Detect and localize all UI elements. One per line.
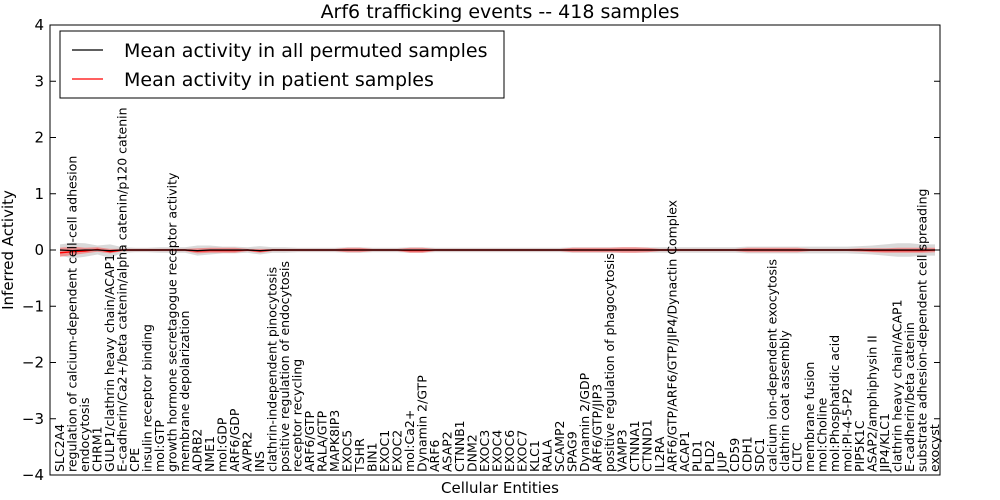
x-tick-label: ACAP1	[677, 431, 692, 472]
x-tick-label: regulation of calcium-dependent cell-cel…	[65, 156, 80, 472]
x-tick-label: calcium ion-dependent exocytosis	[765, 259, 780, 472]
x-tick-label: endocytosis	[77, 397, 92, 472]
x-tick-label: VAMP3	[615, 429, 630, 472]
x-tick-label: ARF6	[427, 440, 442, 472]
x-tick-label: mol:Choline	[815, 397, 830, 472]
x-tick-label: SCAMP2	[552, 421, 567, 473]
legend-box	[59, 30, 505, 99]
legend: Mean activity in all permuted samples Me…	[59, 30, 505, 99]
x-tick-label: CD59	[727, 438, 742, 472]
x-tick-label: ARF6/GTP	[302, 411, 317, 472]
x-tick-label: insulin receptor binding	[140, 324, 155, 472]
x-tick-label: AVPR2	[240, 432, 255, 472]
x-tick-label: PLD2	[702, 440, 717, 472]
x-tick-label: clathrin heavy chain/ACAP1	[890, 299, 905, 472]
x-tick-label: clathrin coat assembly	[777, 330, 792, 472]
line-permuted	[59, 249, 935, 252]
x-tick-label: CTNNA1	[627, 420, 642, 472]
x-tick-label: INS	[252, 451, 267, 472]
x-tick-label: positive regulation of phagocytosis	[602, 253, 617, 472]
y-tick-label: 2	[34, 129, 44, 147]
x-tick-label: GULP1/clathrin heavy chain/ACAP1	[102, 254, 117, 472]
x-tick-label: EXOC7	[515, 430, 530, 472]
x-tick-label: ARF6/GDP	[227, 408, 242, 472]
x-tick-label: substrate adhesion-dependent cell spread…	[915, 189, 930, 472]
legend-label-permuted: Mean activity in all permuted samples	[124, 40, 487, 62]
y-tick-label: 4	[34, 16, 44, 34]
x-tick-label: positive regulation of endocytosis	[277, 261, 292, 472]
x-tick-label: CPE	[127, 448, 142, 472]
x-tick-label: growth hormone secretagogue receptor act…	[165, 172, 180, 472]
x-tick-label: IL2RA	[652, 436, 667, 472]
chart-title: Arf6 trafficking events -- 418 samples	[321, 1, 680, 23]
x-tick-label: CTNNB1	[452, 420, 467, 472]
x-tick-label: receptor recycling	[290, 359, 305, 472]
x-tick-label: DNM2	[465, 434, 480, 472]
x-tick-label: exocyst	[927, 424, 942, 472]
x-tick-label: CTNND1	[640, 419, 655, 472]
x-tick-label: EXOC2	[390, 430, 405, 472]
x-tick-label: clathrin-independent pinocytosis	[265, 267, 280, 472]
x-tick-label: ASAP2/amphiphysin II	[865, 335, 880, 472]
legend-label-patient: Mean activity in patient samples	[124, 69, 434, 91]
series-lines	[59, 248, 936, 254]
y-tick-label: 3	[34, 72, 44, 90]
x-tick-label: Dynamin 2/GDP	[577, 372, 592, 472]
y-tick-label: −4	[22, 466, 44, 484]
x-tick-label: SDC1	[752, 438, 767, 472]
x-tick-label: NME1	[202, 436, 217, 472]
x-tick-label: JUP	[715, 451, 730, 473]
x-tick-label: EXOC4	[490, 430, 505, 472]
x-tick-label: mol:Ca2+	[402, 410, 417, 472]
x-tick-label: TSHR	[352, 438, 367, 473]
y-axis: −4 −3 −2 −1 0 1 2 3 4	[22, 16, 940, 484]
x-tick-label: membrane fusion	[802, 362, 817, 472]
x-tick-label: BIN1	[365, 442, 380, 472]
x-tick-label: PLD1	[690, 440, 705, 472]
x-tick-label: Dynamin 2/GTP	[415, 375, 430, 472]
x-axis-label: Cellular Entities	[441, 479, 559, 497]
y-tick-label: −2	[22, 354, 44, 372]
x-tick-label: ADRB2	[190, 429, 205, 472]
x-tick-label: ARF6/GTP/JIP3	[590, 384, 605, 472]
x-tick-label: SPAG9	[565, 431, 580, 472]
x-tick-label: membrane depolarization	[177, 311, 192, 472]
x-tick-label: E-cadherin/beta catenin	[902, 322, 917, 472]
x-tick-label: PIP5K1C	[852, 420, 867, 472]
band-patient	[60, 246, 935, 257]
y-axis-label: Inferred Activity	[0, 190, 17, 310]
x-tick-label: RALA	[540, 439, 555, 472]
x-tick-label: RALA/GTP	[315, 410, 330, 472]
x-tick-label: MAPK8IP3	[327, 410, 342, 472]
x-tick-label: EXOC5	[340, 430, 355, 472]
x-tick-label: mol:Phosphatidic acid	[827, 335, 842, 472]
y-tick-label: −1	[22, 297, 44, 315]
x-tick-label: mol:GTP	[152, 420, 167, 472]
x-tick-label: EXOC3	[477, 430, 492, 472]
y-tick-label: 1	[34, 185, 44, 203]
x-tick-label: ASAP2	[440, 431, 455, 472]
x-tick-label: EXOC1	[377, 430, 392, 472]
x-tick-label: EXOC6	[502, 430, 517, 472]
y-tick-label: −3	[22, 410, 44, 428]
x-tick-label: CDH1	[740, 436, 755, 472]
x-tick-label: KLC1	[527, 440, 542, 472]
x-tick-label: mol:GDP	[215, 417, 230, 472]
x-tick-label: CHRM1	[90, 426, 105, 472]
x-tick-label: CLTC	[790, 442, 805, 472]
x-tick-label: E-cadherin/Ca2+/beta catenin/alpha caten…	[115, 107, 130, 472]
y-tick-label: 0	[34, 241, 44, 259]
x-tick-label: ARF6/GTP/ARF6/GTP/JIP4/Dynactin Complex	[665, 200, 680, 472]
x-tick-label: SLC2A4	[52, 424, 67, 472]
x-tick-label: JIP4/KLC1	[877, 413, 892, 473]
x-tick-label: mol:PI-4-5-P2	[840, 388, 855, 472]
